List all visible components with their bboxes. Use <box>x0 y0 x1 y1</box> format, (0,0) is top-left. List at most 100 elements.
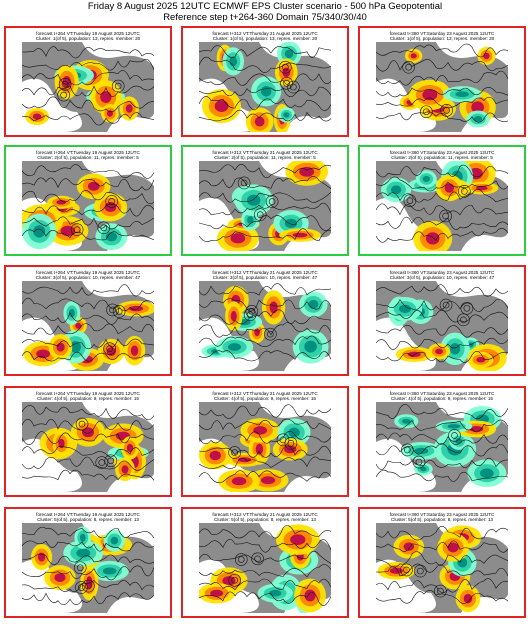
contour <box>423 108 430 116</box>
contour <box>61 81 69 88</box>
map <box>22 161 154 251</box>
contour <box>22 351 154 362</box>
contour <box>57 88 70 102</box>
contour <box>98 459 106 466</box>
cluster-panel: forecast t+264 VT:Tuesday 19 August 2025… <box>4 265 172 376</box>
contour <box>415 458 423 466</box>
panel-forecast: forecast t+312 VT:Thursday 21 August 202… <box>212 31 318 36</box>
contour <box>420 105 433 119</box>
warm-anomaly <box>75 322 82 329</box>
cluster-panel: forecast t+264 VT:Tuesday 19 August 2025… <box>4 145 172 256</box>
contour <box>199 591 331 606</box>
cold-anomaly <box>68 308 75 318</box>
contour <box>376 111 508 123</box>
cluster-panel: forecast t+312 VT:Thursday 21 August 202… <box>181 265 349 376</box>
panel-forecast: forecast t+264 VT:Tuesday 19 August 2025… <box>36 270 140 275</box>
contour <box>279 60 292 74</box>
cold-anomaly <box>288 427 300 438</box>
contour <box>22 85 154 97</box>
contour <box>376 578 508 594</box>
cold-anomaly <box>479 468 494 479</box>
contour <box>199 96 331 111</box>
title: Friday 8 August 2025 12UTC ECMWF EPS Clu… <box>87 1 443 12</box>
contour <box>22 446 154 458</box>
contour <box>231 576 238 584</box>
warm-anomaly <box>476 356 486 363</box>
contour <box>376 43 508 58</box>
contour <box>199 202 331 216</box>
contour <box>22 284 154 297</box>
contour <box>245 305 259 318</box>
contour <box>248 308 256 315</box>
contour <box>254 555 261 563</box>
panel-cluster: Cluster: 1(of 5), population: 13, repres… <box>212 36 318 41</box>
panel-forecast: forecast t+264 VT:Tuesday 19 August 2025… <box>36 150 140 155</box>
warm-anomaly <box>58 438 65 449</box>
contour <box>228 573 241 587</box>
warm-anomaly <box>231 477 247 486</box>
warm-anomaly <box>253 426 268 435</box>
contour <box>114 82 122 90</box>
contour <box>267 330 274 338</box>
contour <box>376 216 508 230</box>
contour <box>376 540 508 553</box>
contour <box>400 563 413 577</box>
contour <box>442 301 450 309</box>
panel-cluster: Cluster: 3(of 5), population: 10, repres… <box>389 275 495 280</box>
warm-anomaly <box>125 104 133 113</box>
panel-forecast: forecast t+264 VT:Tuesday 19 August 2025… <box>36 31 140 36</box>
contour <box>199 45 331 58</box>
contour <box>458 184 471 198</box>
contour <box>442 212 449 220</box>
contour <box>376 432 508 446</box>
cold-anomaly <box>70 341 81 353</box>
warm-anomaly <box>255 443 264 455</box>
cluster-panel: forecast t+360 VT:Saturday 23 August 202… <box>358 26 526 137</box>
contour <box>22 311 154 325</box>
land <box>82 281 154 306</box>
warm-anomaly <box>82 427 94 438</box>
warm-anomaly <box>471 101 484 114</box>
contour <box>73 226 81 233</box>
contour <box>457 313 470 327</box>
land <box>107 588 154 613</box>
contour <box>108 198 115 205</box>
contour <box>376 309 508 323</box>
warm-anomaly <box>32 113 42 120</box>
contour <box>22 553 154 565</box>
land <box>436 281 508 306</box>
land <box>461 226 508 251</box>
contour <box>22 297 154 312</box>
contour <box>199 431 331 445</box>
contour <box>282 63 289 71</box>
contour <box>443 107 450 114</box>
contour <box>237 556 245 563</box>
contour <box>199 418 331 431</box>
cluster-panel: forecast t+360 VT:Saturday 23 August 202… <box>358 145 526 256</box>
contour <box>22 46 154 59</box>
panel-forecast: forecast t+312 VT:Thursday 21 August 202… <box>212 270 318 275</box>
warm-anomaly <box>237 457 252 463</box>
warm-anomaly <box>214 100 229 113</box>
map <box>22 42 154 132</box>
warm-anomaly <box>209 450 221 461</box>
cluster-panel: forecast t+264 VT:Tuesday 19 August 2025… <box>4 386 172 497</box>
contour <box>417 567 424 575</box>
contour <box>439 209 452 223</box>
panel-forecast: forecast t+312 VT:Thursday 21 August 202… <box>212 391 318 396</box>
contour <box>76 564 84 572</box>
contour <box>231 449 238 456</box>
cold-anomaly <box>284 49 294 59</box>
contour <box>402 60 415 74</box>
warm-anomaly <box>254 328 260 337</box>
warm-anomaly <box>230 310 237 322</box>
contour <box>199 335 331 347</box>
contour <box>199 539 331 553</box>
contour <box>401 443 414 457</box>
contour <box>97 221 111 235</box>
contour <box>199 350 331 362</box>
contour <box>107 457 115 465</box>
contour <box>115 308 123 315</box>
contour <box>199 404 331 419</box>
cold-anomaly <box>304 340 317 353</box>
